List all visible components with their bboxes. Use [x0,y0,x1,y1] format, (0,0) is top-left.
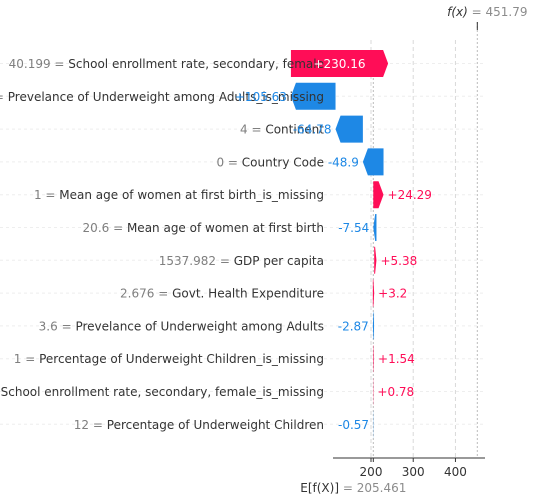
waterfall-bar [362,148,384,176]
feature-value: 1537.982 [159,254,216,268]
feature-equals: = [51,57,69,71]
feature-label: 20.6 = Mean age of women at first birth [83,221,324,235]
fx-value-equals: = [468,5,486,19]
feature-label: 0 = Country Code [216,155,324,169]
base-value-number: 205.461 [357,481,407,495]
feature-name: Continent [265,123,324,137]
feature-value: 3.6 [39,319,58,333]
bar-value-label: -64.78 [293,123,332,137]
feature-value: 20.6 [83,221,110,235]
waterfall-bar [290,50,389,77]
feature-equals: = [58,319,76,333]
waterfall-bar [374,246,377,274]
x-tick-label: 300 [402,465,425,479]
feature-name: Prevelance of Underweight among Adults_i… [8,90,324,104]
feature-label: 1 = Percentage of Underweight Children_i… [14,352,324,366]
feature-label: 1537.982 = GDP per capita [159,254,324,268]
feature-label: 0 = School enrollment rate, secondary, f… [0,385,324,399]
feature-name: Mean age of women at first birth [127,221,324,235]
feature-equals: = [109,221,127,235]
waterfall-bar [373,181,384,209]
feature-label: 40.199 = School enrollment rate, seconda… [9,57,324,71]
feature-name: Govt. Health Expenditure [172,287,324,301]
waterfall-bar [335,115,363,143]
x-tick-label: 200 [360,465,383,479]
grid-layer [0,22,485,458]
feature-name: Country Code [242,155,324,169]
feature-label: 12 = Percentage of Underweight Children [74,418,324,432]
feature-value: 2.676 [120,287,154,301]
bar-value-label: +230.16 [313,57,365,71]
axis-layer: 200 300 400 E[f(X)] = 205.461 f(x) = 451.79 [300,5,527,495]
feature-name: Prevelance of Underweight among Adults [75,319,324,333]
labels-layer: 40.199 = School enrollment rate, seconda… [0,57,432,432]
bar-value-label: +24.29 [388,188,432,202]
feature-value: 1 [34,188,42,202]
bars-layer [290,50,389,438]
bar-value-label: +1.54 [378,352,415,366]
bar-value-label: -48.9 [328,155,359,169]
feature-equals: = [42,188,60,202]
feature-label: 1 = Mean age of women at first birth_is_… [34,188,324,202]
feature-equals: = [216,254,234,268]
waterfall-bar [373,214,377,241]
feature-equals: = [224,155,242,169]
feature-equals: = [154,287,172,301]
fx-value-number: 451.79 [486,5,528,19]
fx-value-label: f(x) = 451.79 [447,5,527,19]
bar-value-label: +0.78 [377,385,414,399]
feature-equals: = [89,418,107,432]
waterfall-bar [372,312,375,340]
feature-label: 4 = Continent [240,123,324,137]
base-value-name: E[f(X)] [300,481,339,495]
feature-equals: = [21,352,39,366]
feature-equals: = [248,123,266,137]
feature-name: Mean age of women at first birth_is_miss… [59,188,324,202]
waterfall-bar [372,279,375,307]
feature-value: 40.199 [9,57,51,71]
feature-label: 3.6 = Prevelance of Underweight among Ad… [39,319,324,333]
feature-name: GDP per capita [234,254,324,268]
feature-equals: = [0,385,1,399]
base-value-equals: = [339,481,357,495]
bar-value-label: +105.63 [235,90,287,104]
waterfall-bar [373,345,375,373]
bar-value-label: -0.57 [338,418,369,432]
bar-value-label: +3.2 [378,287,407,301]
fx-value-name: f(x) [447,5,468,19]
feature-value: 12 [74,418,89,432]
base-value-label: E[f(X)] = 205.461 [300,481,406,495]
feature-label: 2.676 = Govt. Health Expenditure [120,287,324,301]
bar-value-label: -2.87 [338,319,369,333]
bar-value-label: +5.38 [380,254,417,268]
feature-name: Percentage of Underweight Children_is_mi… [39,352,324,366]
feature-label: 1 = Prevelance of Underweight among Adul… [0,90,324,104]
x-tick-label: 400 [444,465,467,479]
feature-name: Percentage of Underweight Children [107,418,324,432]
feature-value: 1 [14,352,22,366]
bar-value-label: -7.54 [338,221,369,235]
feature-value: 0 [216,155,224,169]
feature-equals: = [0,90,8,104]
feature-name: School enrollment rate, secondary, femal… [68,57,324,71]
feature-name: School enrollment rate, secondary, femal… [1,385,324,399]
waterfall-bar [290,82,336,110]
feature-value: 4 [240,123,248,137]
